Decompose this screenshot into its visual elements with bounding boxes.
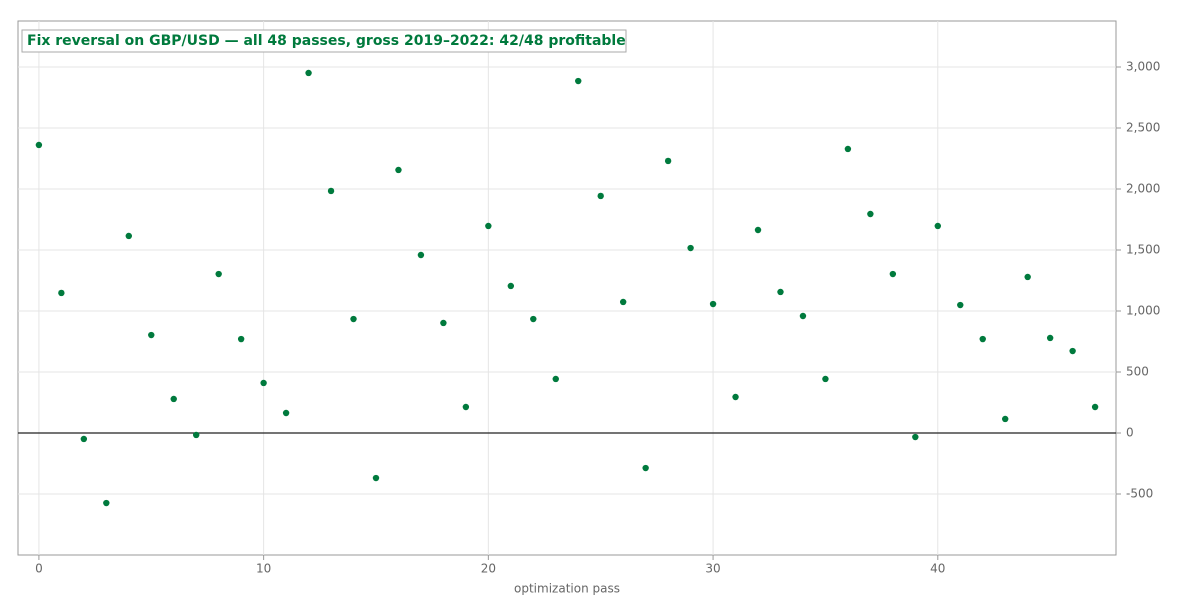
point: [1002, 415, 1009, 423]
point: [664, 157, 672, 165]
x-tick-label: 10: [256, 562, 271, 576]
x-tick-label: 0: [35, 562, 43, 576]
point: [327, 187, 335, 195]
point: [889, 270, 897, 278]
x-tick-label: 40: [930, 562, 945, 576]
point: [282, 409, 290, 417]
point: [822, 375, 829, 383]
point: [125, 232, 132, 240]
point: [372, 474, 380, 482]
point: [417, 251, 425, 259]
point: [754, 226, 762, 234]
point: [597, 192, 604, 200]
point: [305, 69, 312, 77]
point: [260, 379, 267, 387]
point: [709, 300, 717, 308]
point: [777, 288, 784, 296]
point: [979, 335, 986, 343]
point: [619, 298, 627, 306]
point: [732, 393, 739, 401]
y-tick-label: 3,000: [1126, 59, 1160, 73]
x-tick-label: 20: [481, 562, 496, 576]
y-tick-label: 1,500: [1126, 242, 1160, 256]
point: [1069, 347, 1076, 355]
point: [1024, 273, 1031, 281]
point: [575, 77, 582, 85]
point: [1091, 403, 1099, 411]
point: [395, 166, 402, 174]
point: [687, 244, 694, 252]
plot-frame: [17, 20, 1117, 556]
y-tick-label: -500: [1126, 486, 1153, 500]
chart-title: Fix reversal on GBP/USD — all 48 passes,…: [27, 33, 626, 49]
y-tick-label: 500: [1126, 364, 1149, 378]
point: [867, 210, 874, 218]
point: [148, 331, 155, 339]
point: [1046, 334, 1054, 342]
x-axis-label: optimization pass: [514, 582, 620, 596]
point: [350, 315, 357, 323]
point: [58, 289, 65, 297]
point: [35, 141, 43, 149]
point: [215, 270, 222, 278]
plot-layer: -500 0 500 1,000 1,500 2,000 2,500 3,000 0 10 20 30…: [18, 21, 1160, 576]
point: [799, 312, 807, 320]
point: [170, 395, 177, 403]
point: [957, 301, 964, 309]
point: [193, 431, 200, 439]
point: [552, 375, 559, 383]
point: [237, 335, 245, 343]
y-tick-label: 2,500: [1126, 120, 1160, 134]
point: [530, 315, 537, 323]
point: [934, 222, 941, 230]
point: [80, 435, 88, 443]
point: [485, 222, 492, 230]
point: [912, 433, 919, 441]
y-tick-label: 2,000: [1126, 181, 1160, 195]
title-box: [21, 29, 627, 53]
y-tick-label: 0: [1126, 425, 1134, 439]
point: [440, 319, 447, 327]
point: [103, 499, 110, 507]
point: [844, 145, 852, 153]
point: [642, 464, 649, 472]
point: [507, 282, 515, 290]
x-tick-label: 30: [705, 562, 720, 576]
point: [462, 403, 470, 411]
y-tick-label: 1,000: [1126, 303, 1160, 317]
